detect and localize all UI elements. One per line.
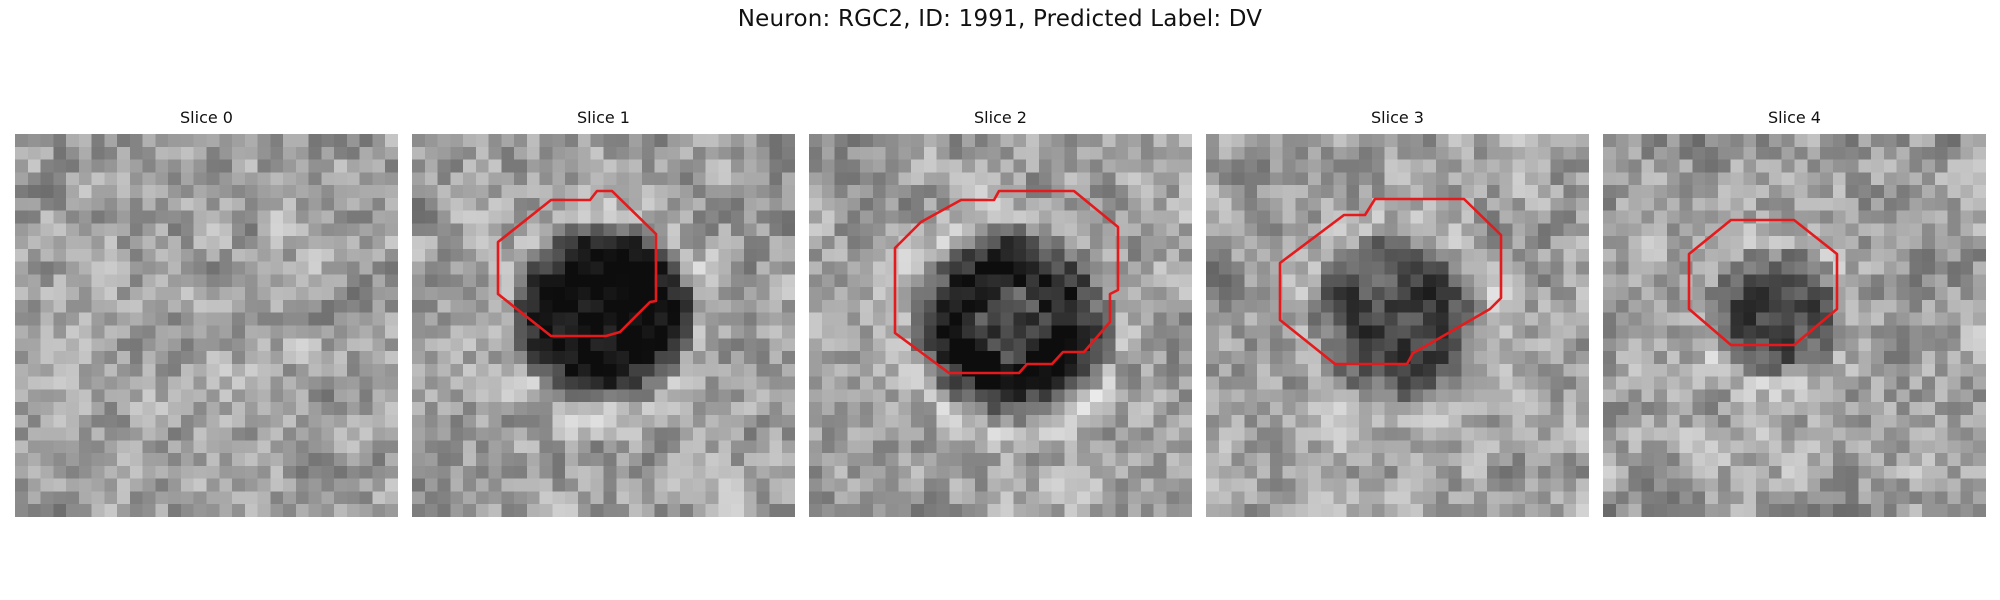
slice-image-0	[15, 134, 398, 517]
roi-outline-3	[1278, 197, 1503, 366]
slice-image-2	[809, 134, 1192, 517]
slice-pixels-1	[412, 134, 795, 517]
slice-title-3: Slice 3	[1371, 108, 1424, 127]
slice-title-0: Slice 0	[180, 108, 233, 127]
slice-image-3	[1206, 134, 1589, 517]
roi-outline-4	[1687, 218, 1839, 347]
slice-title-1: Slice 1	[577, 108, 630, 127]
slice-title-2: Slice 2	[974, 108, 1027, 127]
roi-outline-1	[496, 189, 658, 338]
slice-image-1	[412, 134, 795, 517]
slice-pixels-0	[15, 134, 398, 517]
slice-title-4: Slice 4	[1768, 108, 1821, 127]
roi-outline-2	[893, 189, 1120, 375]
slice-pixels-4	[1603, 134, 1986, 517]
figure-title: Neuron: RGC2, ID: 1991, Predicted Label:…	[737, 6, 1263, 32]
slice-pixels-3	[1206, 134, 1589, 517]
slice-image-4	[1603, 134, 1986, 517]
